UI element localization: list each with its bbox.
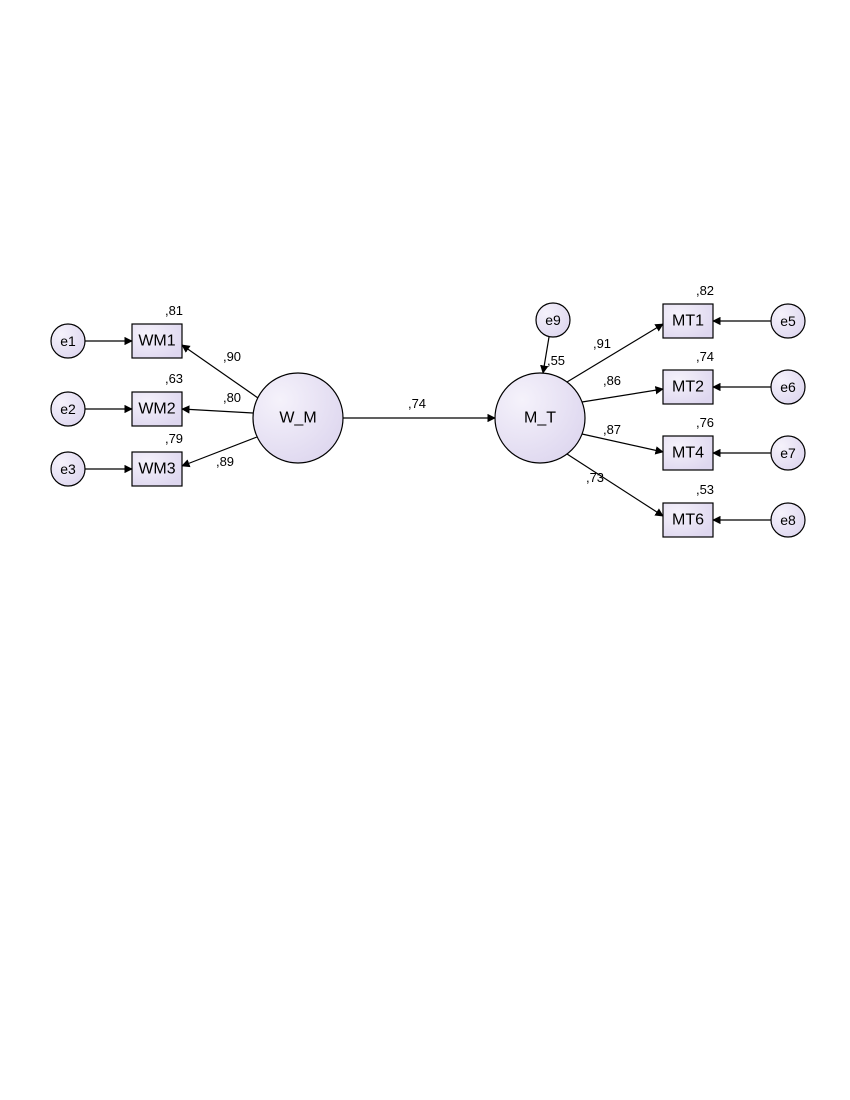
observed-label-WM2: WM2 [138,401,175,418]
variance-MT2: ,74 [696,349,714,364]
latent-label-W_M: W_M [279,410,316,427]
observed-label-MT1: MT1 [672,313,704,330]
error-label-e6: e6 [780,379,796,395]
observed-label-MT6: MT6 [672,512,704,529]
observed-label-MT4: MT4 [672,445,704,462]
variance-MT1: ,82 [696,283,714,298]
coef-W_M-WM3: ,89 [216,454,234,469]
coef-M_T-MT2: ,86 [603,373,621,388]
error-label-e3: e3 [60,461,76,477]
error-label-e9: e9 [545,312,561,328]
edges-layer [85,321,771,520]
coef-W_M-M_T: ,74 [408,396,426,411]
error-label-e7: e7 [780,445,796,461]
error-label-e2: e2 [60,401,76,417]
sem-path-diagram: W_M M_T WM1 WM2 WM3 MT1 MT2 MT4 MT6 e1 e2 e3 e5 e6 e7 e… [0,0,850,1100]
coef-M_T-MT4: ,87 [603,422,621,437]
coef-W_M-WM2: ,80 [223,390,241,405]
coef-e9-M_T: ,55 [547,353,565,368]
error-label-e1: e1 [60,333,76,349]
edge-W_M-WM1 [182,345,258,398]
variance-MT4: ,76 [696,415,714,430]
observed-label-MT2: MT2 [672,379,704,396]
nodes-layer: W_M M_T WM1 WM2 WM3 MT1 MT2 MT4 MT6 e1 e2 e3 e5 e6 e7 e… [51,303,805,537]
error-label-e8: e8 [780,512,796,528]
latent-label-M_T: M_T [524,410,556,427]
edge-M_T-MT2 [582,389,663,402]
variance-WM3: ,79 [165,431,183,446]
error-label-e5: e5 [780,313,796,329]
variance-MT6: ,53 [696,482,714,497]
edge-W_M-WM2 [182,409,253,413]
observed-label-WM1: WM1 [138,333,175,350]
coef-M_T-MT6: ,73 [586,470,604,485]
observed-label-WM3: WM3 [138,461,175,478]
variance-WM1: ,81 [165,303,183,318]
edge-M_T-MT6 [567,454,663,516]
edge-M_T-MT4 [582,434,663,452]
coef-W_M-WM1: ,90 [223,349,241,364]
coef-M_T-MT1: ,91 [593,336,611,351]
variance-WM2: ,63 [165,371,183,386]
